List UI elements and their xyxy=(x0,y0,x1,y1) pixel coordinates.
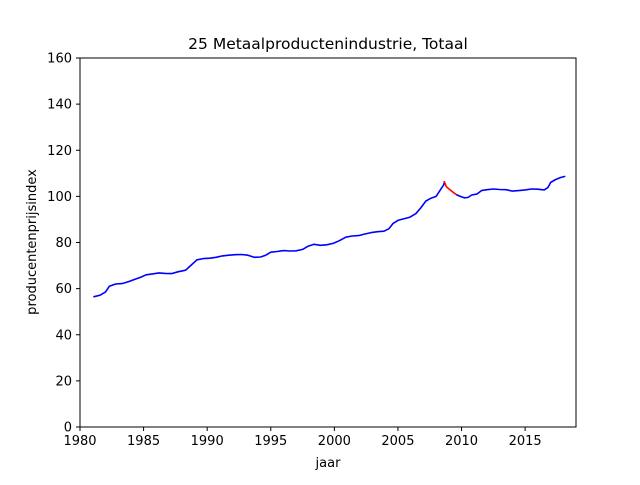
plot-area xyxy=(93,175,566,298)
x-axis-label: jaar xyxy=(315,456,342,471)
chart-title: 25 Metaalproductenindustrie, Totaal xyxy=(188,35,468,53)
x-tick-label-1985: 1985 xyxy=(127,434,160,449)
series-line-2 xyxy=(443,181,458,196)
x-tick-label-2005: 2005 xyxy=(381,434,414,449)
y-tick-label-20: 20 xyxy=(55,374,72,389)
y-tick-label-60: 60 xyxy=(55,282,72,297)
x-tick-label-1995: 1995 xyxy=(254,434,287,449)
x-tick-label-1980: 1980 xyxy=(63,434,96,449)
axes: 1980 1985 1990 1995 2000 2005 2010 2015 0 20 40 60 8… xyxy=(47,52,577,449)
y-tick-label-0: 0 xyxy=(64,421,72,436)
x-tick-label-2010: 2010 xyxy=(445,434,478,449)
y-tick-label-120: 120 xyxy=(47,144,72,159)
series-line-3 xyxy=(456,175,566,199)
y-tick-label-80: 80 xyxy=(55,236,72,251)
x-tick-label-2015: 2015 xyxy=(509,434,542,449)
y-tick-label-140: 140 xyxy=(47,98,72,113)
y-axis-label: producentenprijsindex xyxy=(25,169,40,315)
y-tick-label-40: 40 xyxy=(55,328,72,343)
series-line-1 xyxy=(93,181,446,298)
y-tick-label-160: 160 xyxy=(47,52,72,67)
x-tick-label-2000: 2000 xyxy=(318,434,351,449)
x-tick-label-1990: 1990 xyxy=(191,434,224,449)
y-tick-label-100: 100 xyxy=(47,190,72,205)
